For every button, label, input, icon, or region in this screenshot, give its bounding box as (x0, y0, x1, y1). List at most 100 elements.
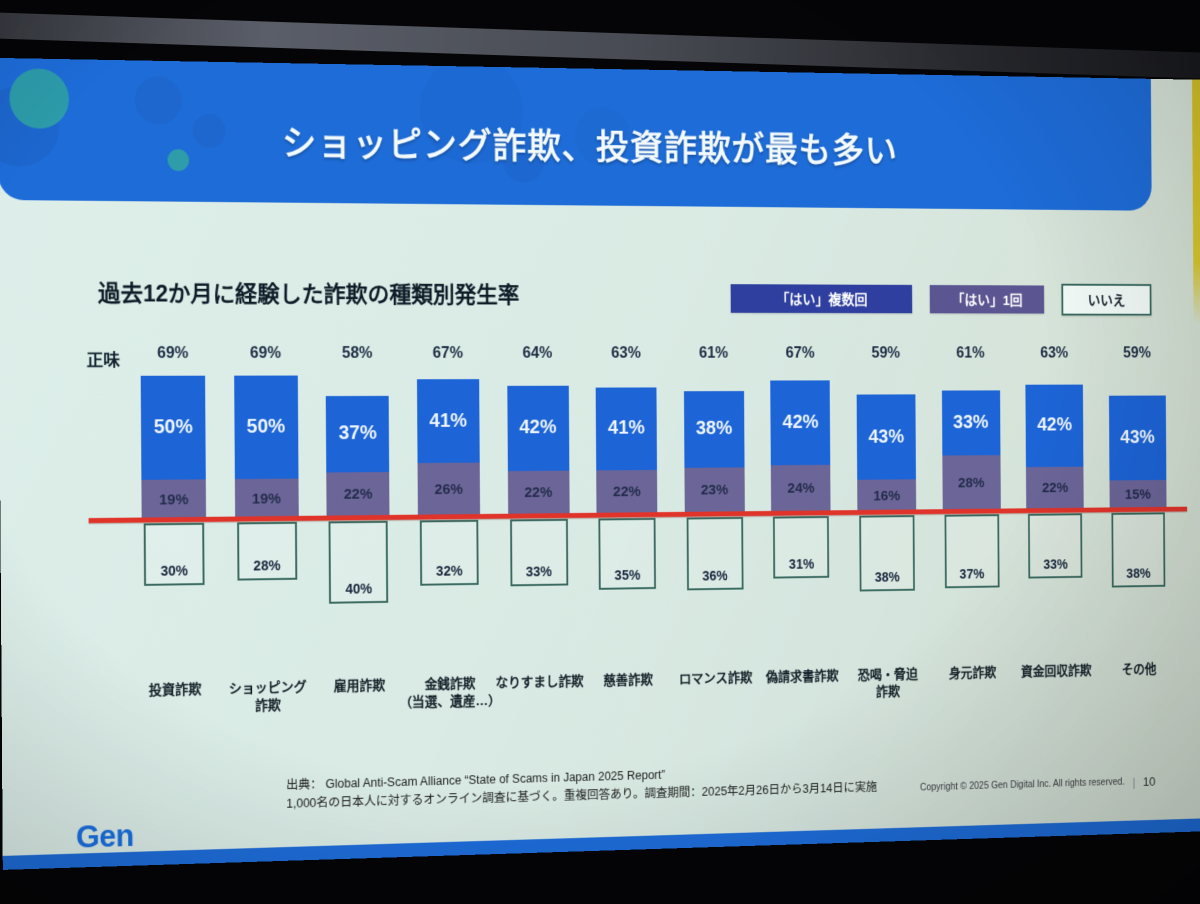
bar-segment-yes-multiple: 33% (942, 390, 1001, 455)
bar-value-label: 35% (615, 567, 641, 583)
bar-segment-no: 40% (329, 521, 389, 604)
copyright-text: Copyright © 2025 Gen Digital Inc. All ri… (920, 777, 1125, 793)
bar-value-label: 33% (526, 564, 552, 580)
bar-segment-yes-multiple: 41% (417, 379, 480, 463)
bar-value-label: 42% (783, 412, 819, 434)
bar-segment-yes-once: 24% (771, 464, 831, 512)
legend-label: 「はい」1回 (952, 289, 1023, 309)
bar-segment-yes-once: 16% (857, 480, 916, 512)
bar-value-label: 24% (787, 480, 814, 496)
bar-column: 63% 42% 22% 33% 資金回収詐欺 (1025, 345, 1085, 748)
bar-segment-yes-once: 28% (942, 455, 1000, 511)
bar-value-label: 28% (253, 557, 280, 573)
bar-segment-yes-once: 15% (1109, 479, 1166, 509)
circle-decoration (9, 68, 69, 129)
bar-value-label: 50% (247, 416, 286, 439)
bar-value-label: 19% (252, 490, 281, 507)
bar-column: 63% 41% 22% 35% 慈善詐欺 (595, 345, 659, 759)
net-value-label: 67% (761, 345, 839, 362)
bar-segment-no: 36% (686, 517, 743, 590)
bar-value-label: 36% (702, 567, 728, 583)
legend-label: いいえ (1088, 290, 1126, 310)
net-value-label: 59% (1100, 345, 1174, 362)
bar-segment-yes-multiple: 41% (596, 387, 657, 470)
bar-segment-no: 33% (1028, 513, 1082, 578)
bar-value-label: 22% (524, 485, 552, 502)
bar-value-label: 22% (1042, 480, 1068, 496)
bar-value-label: 42% (1037, 415, 1072, 437)
net-axis-label: 正味 (86, 346, 120, 371)
bar-column: 64% 42% 22% 33% なりすまし詐欺 (507, 345, 571, 761)
bar-value-label: 22% (344, 486, 373, 503)
bar-segment-no: 38% (1111, 512, 1165, 587)
bar-segment-yes-once: 23% (684, 467, 744, 514)
chart-legend: 「はい」複数回 「はい」1回 いいえ (731, 282, 1152, 315)
bar-value-label: 31% (789, 556, 814, 572)
bar-segment-yes-once: 19% (141, 479, 206, 519)
bar-segment-yes-multiple: 37% (326, 396, 389, 472)
bar-column: 59% 43% 15% 38% その他 (1109, 345, 1168, 745)
bar-segment-no: 30% (144, 523, 205, 586)
circle-decoration (193, 114, 226, 148)
bar-value-label: 15% (1125, 486, 1151, 502)
bar-segment-no: 31% (773, 516, 829, 579)
bar-column: 69% 50% 19% 28% ショッピング 詐欺 (234, 345, 301, 769)
title-banner: ショッピング詐欺、投資詐欺が最も多い (0, 58, 1152, 211)
bar-segment-no: 38% (859, 515, 915, 591)
bar-value-label: 23% (701, 482, 728, 498)
bottom-blue-strip (3, 818, 1200, 870)
bar-segment-no: 35% (599, 518, 657, 589)
bar-column: 58% 37% 22% 40% 雇用詐欺 (326, 345, 392, 766)
bar-chart: 69% 50% 19% 30% 投資詐欺 69% 50% 19% 28% ショッピング 詐欺 5… (140, 345, 1168, 771)
bar-column: 69% 50% 19% 30% 投資詐欺 (140, 345, 207, 771)
net-value-label: 64% (497, 345, 577, 362)
circle-decoration (135, 76, 182, 124)
bar-segment-yes-once: 22% (596, 470, 657, 515)
bar-segment-yes-once: 22% (327, 472, 390, 518)
bar-segment-yes-multiple: 42% (771, 381, 831, 465)
bar-value-label: 43% (868, 426, 904, 448)
bar-value-label: 41% (608, 417, 645, 439)
bar-segment-no: 32% (420, 520, 479, 586)
bar-value-label: 28% (958, 475, 985, 491)
legend-item-yes-multiple: 「はい」複数回 (731, 284, 913, 313)
bar-value-label: 19% (159, 491, 188, 508)
bar-value-label: 38% (1126, 565, 1150, 580)
bar-value-label: 33% (953, 412, 988, 434)
bar-segment-yes-once: 26% (417, 463, 480, 517)
copyright-note: Copyright © 2025 Gen Digital Inc. All ri… (920, 774, 1156, 795)
source-note: 出典： Global Anti-Scam Alliance “State of … (286, 760, 877, 814)
legend-item-no: いいえ (1061, 284, 1151, 316)
bar-column: 67% 41% 26% 32% 金銭詐欺 （当選、遺産…） (417, 345, 482, 764)
bar-segment-no: 28% (237, 522, 297, 581)
bar-value-label: 40% (345, 581, 372, 597)
net-value-label: 61% (932, 345, 1008, 362)
bar-segment-yes-multiple: 50% (141, 376, 206, 480)
bar-value-label: 50% (154, 416, 193, 439)
bar-segment-no: 33% (510, 519, 568, 587)
bar-segment-yes-once: 22% (1026, 466, 1084, 510)
category-label: その他 (1090, 660, 1188, 679)
bar-column: 67% 42% 24% 31% 偽請求書詐欺 (770, 345, 832, 754)
bar-segment-yes-multiple: 43% (1109, 396, 1166, 480)
yellow-accent-bar (1192, 80, 1200, 325)
bar-value-label: 38% (875, 569, 900, 584)
bar-column: 61% 38% 23% 36% ロマンス詐欺 (683, 345, 746, 757)
gen-logo: Gen (76, 818, 134, 856)
net-value-label: 63% (1017, 345, 1092, 362)
bar-value-label: 37% (339, 423, 377, 446)
bar-value-label: 22% (613, 484, 641, 501)
slide-title: ショッピング詐欺、投資詐欺が最も多い (281, 99, 897, 173)
page-number: 10 (1143, 774, 1156, 788)
net-value-label: 61% (674, 345, 752, 362)
presentation-slide: ショッピング詐欺、投資詐欺が最も多い 過去12か月に経験した詐欺の種類別発生率 … (0, 58, 1200, 870)
bar-segment-yes-once: 19% (235, 479, 299, 519)
legend-label: 「はい」複数回 (776, 289, 867, 309)
bar-value-label: 42% (519, 417, 556, 439)
bar-value-label: 38% (696, 418, 733, 440)
bar-value-label: 30% (161, 563, 188, 579)
bar-value-label: 37% (960, 566, 985, 581)
bar-value-label: 26% (435, 481, 463, 498)
bar-value-label: 33% (1043, 557, 1068, 572)
net-value-label: 63% (586, 345, 665, 362)
